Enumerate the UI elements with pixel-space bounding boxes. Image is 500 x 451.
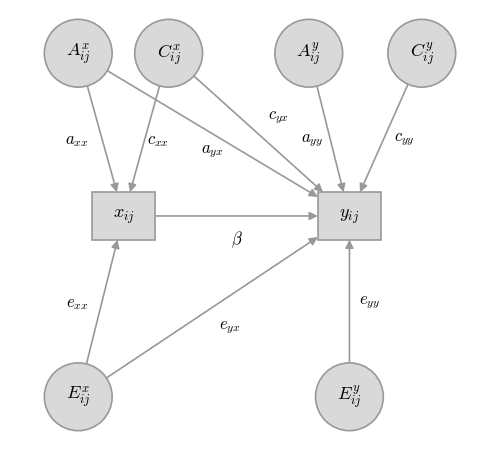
Text: $y_{ij}$: $y_{ij}$: [340, 207, 359, 226]
Text: $e_{yx}$: $e_{yx}$: [220, 317, 241, 335]
FancyBboxPatch shape: [318, 193, 381, 240]
Text: $a_{yy}$: $a_{yy}$: [301, 131, 324, 149]
Circle shape: [44, 363, 112, 431]
Circle shape: [388, 20, 456, 88]
Text: $A^y_{ij}$: $A^y_{ij}$: [296, 41, 321, 68]
Text: $a_{yx}$: $a_{yx}$: [201, 141, 224, 159]
Text: $E^y_{ij}$: $E^y_{ij}$: [337, 383, 362, 410]
Text: $E^x_{ij}$: $E^x_{ij}$: [66, 384, 90, 410]
Text: $c_{xx}$: $c_{xx}$: [148, 131, 170, 149]
Text: $c_{yy}$: $c_{yy}$: [394, 130, 414, 148]
Circle shape: [275, 20, 342, 88]
Text: $C^x_{ij}$: $C^x_{ij}$: [156, 42, 181, 66]
Circle shape: [134, 20, 202, 88]
Text: $A^x_{ij}$: $A^x_{ij}$: [66, 41, 90, 67]
Text: $e_{xx}$: $e_{xx}$: [66, 293, 88, 311]
Text: $x_{ij}$: $x_{ij}$: [112, 207, 134, 226]
Circle shape: [316, 363, 384, 431]
Text: $a_{xx}$: $a_{xx}$: [66, 131, 89, 149]
Text: $\beta$: $\beta$: [230, 229, 242, 249]
Circle shape: [44, 20, 112, 88]
Text: $e_{yy}$: $e_{yy}$: [359, 293, 380, 311]
Text: $c_{yx}$: $c_{yx}$: [268, 108, 289, 126]
FancyBboxPatch shape: [92, 193, 155, 240]
Text: $C^y_{ij}$: $C^y_{ij}$: [410, 41, 434, 68]
